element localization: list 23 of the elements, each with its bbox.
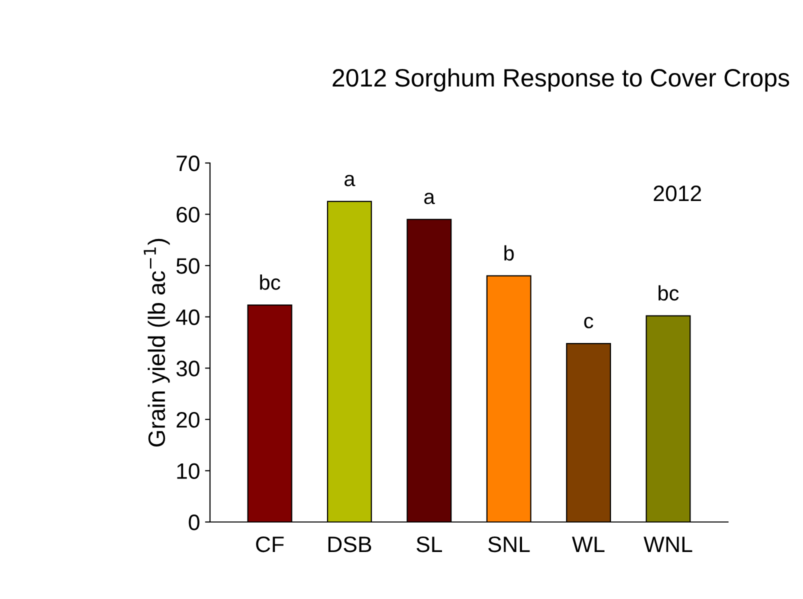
annotation: 2012 xyxy=(654,186,701,202)
annotation: b xyxy=(504,245,514,261)
x-tick-label: WL xyxy=(572,536,604,552)
x-tick-label: SNL xyxy=(488,536,530,552)
y-tick-label: 20 xyxy=(176,412,200,428)
annotation: a xyxy=(344,174,356,186)
y-tick-label: 70 xyxy=(176,156,200,172)
x-tick-label: SL xyxy=(416,536,442,552)
chart-title: 2012 Sorghum Response to Cover Crops xyxy=(332,68,790,92)
x-tick-label: DSB xyxy=(328,536,372,552)
annotation: c xyxy=(584,316,594,328)
y-tick-label: 0 xyxy=(188,514,200,530)
annotation: bc xyxy=(260,274,280,290)
x-tick-label: WNL xyxy=(644,536,692,552)
y-tick-label: 10 xyxy=(177,463,200,479)
annotation: bc xyxy=(658,285,679,301)
y-tick-label: 50 xyxy=(176,258,200,274)
y-axis-title: Grain yield (lb ac$^{−1}$) xyxy=(144,238,170,446)
x-tick-label: CF xyxy=(256,536,284,552)
y-tick-label: 40 xyxy=(176,309,200,326)
y-tick-label: 30 xyxy=(176,360,200,376)
y-tick-label: 60 xyxy=(176,206,200,223)
annotation: a xyxy=(424,192,435,204)
